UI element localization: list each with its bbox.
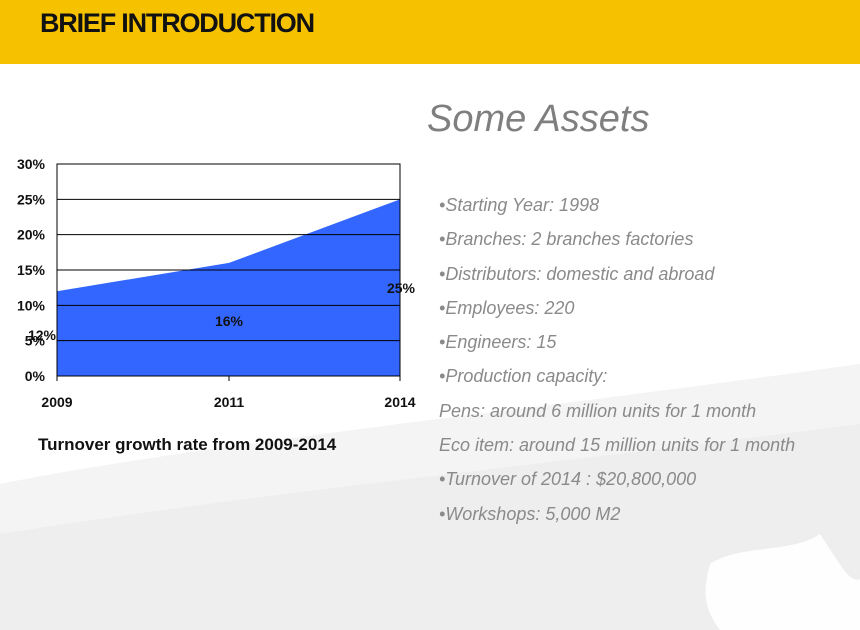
asset-item: Eco item: around 15 million units for 1 … bbox=[439, 435, 796, 456]
asset-list: Starting Year: 1998Branches: 2 branches … bbox=[439, 192, 854, 535]
asset-item: Pens: around 6 million units for 1 month bbox=[439, 400, 757, 421]
asset-item: Branches: 2 branches factories bbox=[439, 226, 854, 260]
asset-item: Distributors: domestic and abroad bbox=[439, 261, 854, 295]
y-tick-label: 20% bbox=[17, 227, 46, 243]
y-tick-label: 0% bbox=[25, 368, 46, 384]
area-series bbox=[57, 199, 400, 376]
data-label: 12% bbox=[28, 327, 57, 343]
y-tick-label: 15% bbox=[17, 262, 46, 278]
y-tick-label: 10% bbox=[17, 297, 46, 313]
asset-item: Engineers: 15 bbox=[439, 329, 854, 363]
x-tick-label: 2009 bbox=[41, 394, 72, 410]
x-tick-label: 2011 bbox=[214, 394, 245, 410]
asset-item: Workshops: 5,000 M2 bbox=[439, 501, 854, 535]
asset-item: Turnover of 2014 : $20,800,000 bbox=[439, 466, 854, 500]
assets-title: Some Assets bbox=[427, 98, 650, 140]
page-title: BRIEF INTRODUCTION bbox=[40, 8, 315, 38]
x-tick-label: 2014 bbox=[384, 394, 415, 410]
asset-item: Employees: 220 bbox=[439, 295, 854, 329]
asset-item: Starting Year: 1998 bbox=[439, 192, 854, 226]
y-tick-label: 5% bbox=[25, 333, 46, 349]
turnover-chart: 0% 5% 10% 15% 20% 25% 30% 2009 2011 2014 12% 16% 25% bbox=[17, 156, 416, 410]
data-label: 25% bbox=[387, 280, 416, 296]
y-tick-label: 30% bbox=[17, 156, 46, 172]
y-tick-label: 25% bbox=[17, 191, 46, 207]
chart-caption: Turnover growth rate from 2009-2014 bbox=[38, 435, 337, 454]
header-bar bbox=[0, 0, 860, 64]
asset-item: Production capacity: bbox=[439, 363, 854, 397]
data-label: 16% bbox=[215, 313, 244, 329]
